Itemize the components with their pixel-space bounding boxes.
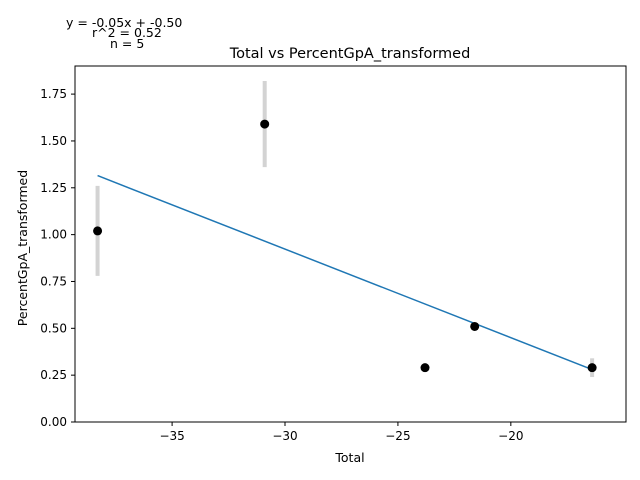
- plot-area: [74, 65, 627, 423]
- y-tick-label: 1.00: [40, 228, 67, 242]
- chart-title: Total vs PercentGpA_transformed: [229, 46, 471, 62]
- x-axis: −35 −30 −25 −20: [159, 422, 523, 443]
- y-tick-label: 1.75: [40, 87, 67, 101]
- data-point: [260, 119, 270, 129]
- y-tick-label: 0.25: [40, 368, 67, 382]
- y-axis-label: PercentGpA_transformed: [15, 170, 30, 326]
- fit-line-group: [97, 174, 593, 371]
- data-points: [93, 119, 597, 373]
- data-point: [470, 321, 480, 331]
- r-squared-annotation: r^2 = 0.52: [92, 25, 162, 40]
- x-tick-label: −25: [385, 429, 410, 443]
- plot-frame: [74, 65, 627, 423]
- x-axis-label: Total: [334, 450, 364, 465]
- y-tick-label: 0.50: [40, 321, 67, 335]
- data-point: [93, 226, 103, 236]
- data-point: [420, 363, 430, 373]
- x-tick-label: −30: [272, 429, 297, 443]
- data-point: [587, 363, 597, 373]
- y-tick-label: 1.50: [40, 134, 67, 148]
- x-tick-label: −20: [498, 429, 523, 443]
- y-axis: 0.00 0.25 0.50 0.75 1.00 1.25 1.50 1.75: [40, 87, 75, 429]
- y-tick-label: 0.00: [40, 415, 67, 429]
- fit-line: [97, 174, 593, 371]
- x-tick-label: −35: [159, 429, 184, 443]
- n-annotation: n = 5: [110, 36, 145, 51]
- equation-annotation: y = -0.05x + -0.50: [66, 15, 183, 30]
- error-bars: [95, 80, 595, 378]
- y-tick-label: 0.75: [40, 274, 67, 288]
- y-tick-label: 1.25: [40, 181, 67, 195]
